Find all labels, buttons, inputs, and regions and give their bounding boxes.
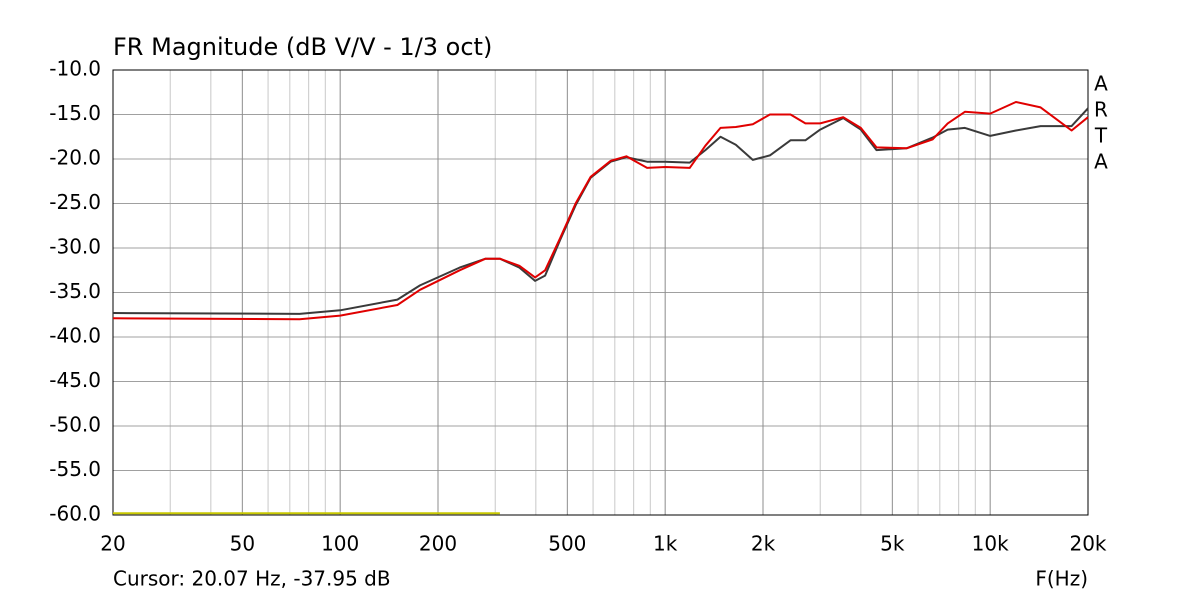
x-tick-label: 2k (751, 532, 776, 556)
x-tick-label: 20 (100, 532, 125, 556)
chart-title: FR Magnitude (dB V/V - 1/3 oct) (113, 33, 492, 61)
y-tick-label: -55.0 (49, 457, 101, 481)
cursor-readout: Cursor: 20.07 Hz, -37.95 dB (113, 567, 391, 591)
plot-frame (112, 69, 1089, 516)
y-tick-label: -35.0 (49, 279, 101, 303)
y-tick-label: -20.0 (49, 146, 101, 170)
x-axis-label: F(Hz) (1035, 567, 1088, 591)
y-tick-label: -45.0 (49, 368, 101, 392)
x-tick-label: 100 (321, 532, 359, 556)
y-tick-label: -15.0 (49, 101, 101, 125)
logo-letter: T (1094, 124, 1108, 148)
x-tick-label: 5k (880, 532, 905, 556)
x-tick-label: 500 (548, 532, 586, 556)
x-tick-label: 20k (1069, 532, 1106, 556)
y-tick-label: -25.0 (49, 190, 101, 214)
y-tick-label: -60.0 (49, 502, 101, 526)
y-tick-label: -50.0 (49, 413, 101, 437)
response-line (112, 101, 1089, 321)
logo-letter: A (1094, 150, 1108, 174)
logo-letter: R (1094, 98, 1108, 122)
y-tick-label: -40.0 (49, 324, 101, 348)
y-tick-label: -30.0 (49, 235, 101, 259)
x-tick-label: 50 (230, 532, 255, 556)
x-tick-label: 200 (419, 532, 457, 556)
x-tick-label: 1k (653, 532, 678, 556)
x-tick-label: 10k (972, 532, 1009, 556)
y-tick-label: -10.0 (49, 57, 101, 81)
logo-letter: A (1094, 72, 1108, 96)
